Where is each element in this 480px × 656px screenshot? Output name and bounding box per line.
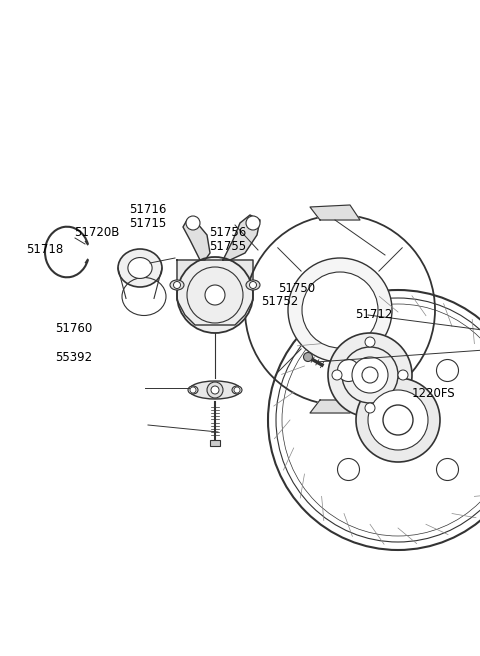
Circle shape	[250, 281, 256, 289]
Circle shape	[177, 257, 253, 333]
Polygon shape	[183, 220, 210, 260]
Circle shape	[246, 216, 260, 230]
Circle shape	[302, 272, 378, 348]
FancyBboxPatch shape	[210, 440, 220, 446]
Circle shape	[288, 258, 392, 362]
Circle shape	[332, 370, 342, 380]
Polygon shape	[310, 205, 360, 220]
Text: 51756: 51756	[209, 226, 246, 239]
Ellipse shape	[170, 280, 184, 290]
Circle shape	[398, 370, 408, 380]
Ellipse shape	[189, 381, 241, 399]
Text: 51718: 51718	[26, 243, 64, 256]
Ellipse shape	[246, 280, 260, 290]
Text: 51750: 51750	[278, 282, 315, 295]
Ellipse shape	[188, 386, 198, 394]
Circle shape	[328, 333, 412, 417]
Text: 51712: 51712	[355, 308, 393, 321]
Polygon shape	[223, 215, 260, 260]
Ellipse shape	[303, 352, 312, 361]
Circle shape	[190, 387, 196, 393]
Text: 51716: 51716	[130, 203, 167, 216]
Circle shape	[205, 285, 225, 305]
Text: 1220FS: 1220FS	[412, 387, 456, 400]
Circle shape	[368, 390, 428, 450]
Circle shape	[234, 387, 240, 393]
Circle shape	[365, 403, 375, 413]
Circle shape	[173, 281, 180, 289]
Circle shape	[186, 216, 200, 230]
Polygon shape	[310, 400, 355, 413]
Text: 55392: 55392	[55, 351, 92, 364]
Circle shape	[337, 459, 360, 480]
Circle shape	[352, 357, 388, 393]
Ellipse shape	[128, 258, 152, 278]
Circle shape	[365, 337, 375, 347]
Polygon shape	[177, 260, 253, 325]
Text: 51760: 51760	[55, 321, 93, 335]
Circle shape	[337, 359, 360, 382]
Circle shape	[342, 347, 398, 403]
Circle shape	[356, 378, 440, 462]
Ellipse shape	[232, 386, 242, 394]
Circle shape	[211, 386, 219, 394]
Text: 51752: 51752	[262, 295, 299, 308]
Circle shape	[207, 382, 223, 398]
Text: 51715: 51715	[130, 216, 167, 230]
Circle shape	[436, 459, 458, 480]
Circle shape	[383, 405, 413, 435]
Text: 51720B: 51720B	[74, 226, 120, 239]
Text: 51755: 51755	[209, 239, 246, 253]
Circle shape	[362, 367, 378, 383]
Ellipse shape	[118, 249, 162, 287]
Circle shape	[436, 359, 458, 382]
